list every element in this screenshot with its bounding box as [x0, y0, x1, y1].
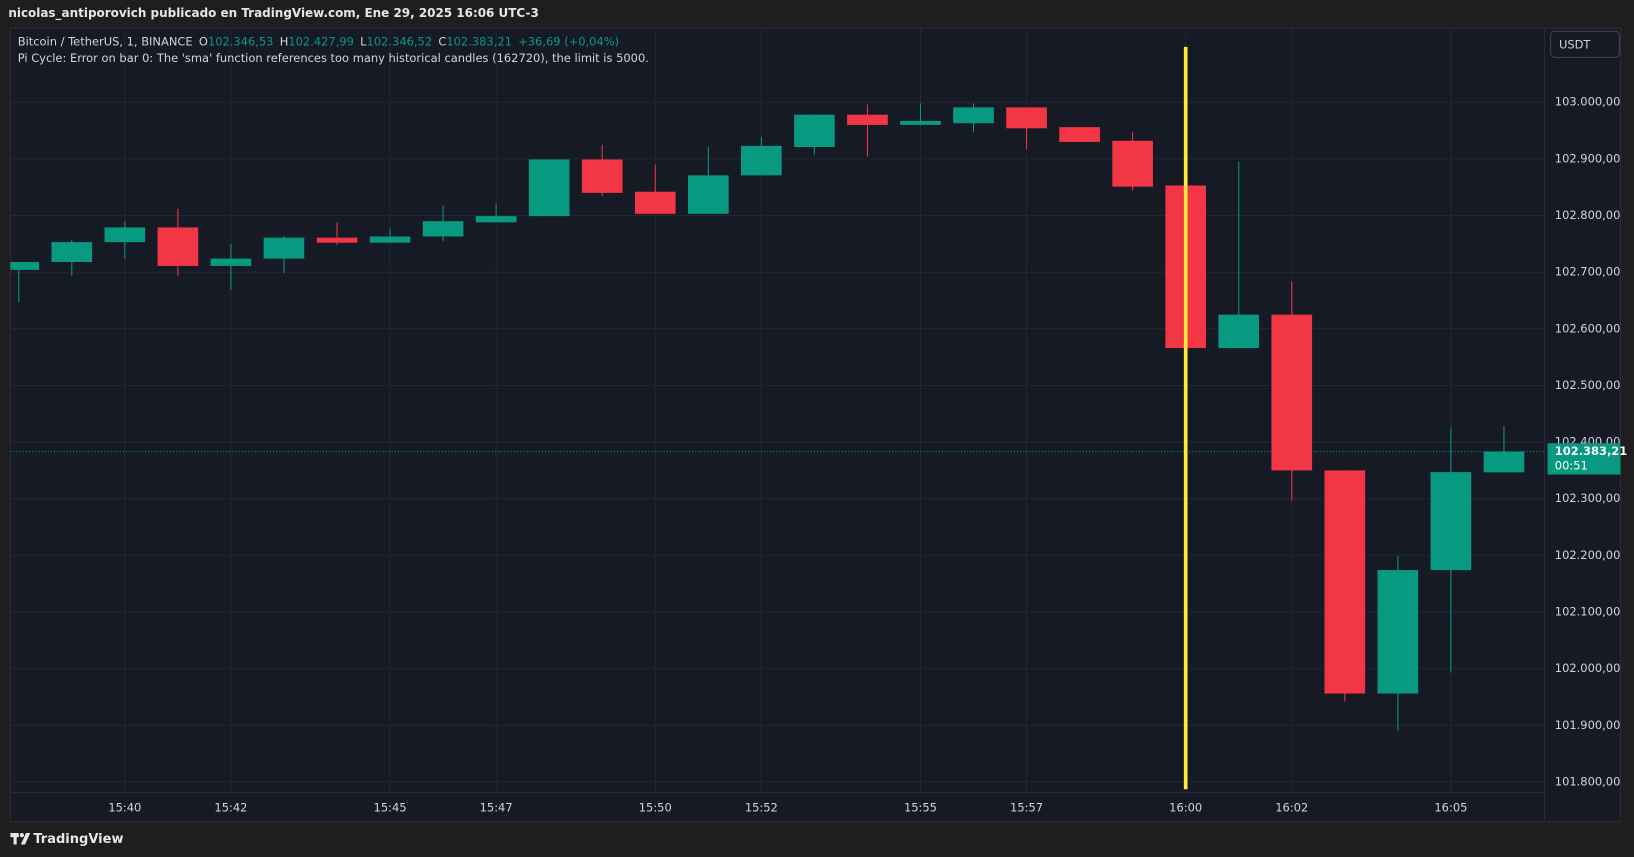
y-tick-label: 103.000,00 — [1555, 95, 1621, 109]
body — [634, 191, 676, 214]
body — [1006, 107, 1047, 129]
y-tick-label: 102.300,00 — [1555, 491, 1621, 505]
body — [369, 236, 411, 243]
ohlc-key: L — [360, 34, 367, 48]
body — [1059, 127, 1100, 142]
body — [1271, 314, 1313, 471]
y-tick-label: 102.700,00 — [1555, 265, 1621, 279]
body — [1483, 451, 1525, 473]
x-tick-label: 15:55 — [904, 800, 937, 814]
axes: 101.800,00 101.900,00 102.000,00 102.100,00… — [108, 95, 1627, 815]
x-tick-label: 16:05 — [1434, 800, 1467, 814]
ohlc: O102.346,53 H102.427,99 L102.346,52 C102.38… — [199, 34, 512, 48]
body — [51, 242, 93, 262]
ohlc-value: 102.346,52 — [367, 34, 433, 48]
body — [422, 221, 464, 237]
ohlc-key: C — [438, 34, 446, 48]
body — [581, 159, 623, 193]
ohlc-value: 102.346,53 — [208, 34, 274, 48]
ohlc-value: 102.383,21 — [446, 34, 512, 48]
body — [528, 159, 570, 217]
chart-panel — [9, 27, 1621, 823]
ohlc-value: 102.427,99 — [288, 34, 354, 48]
last-price-label: 102.383,21 — [1555, 444, 1627, 458]
change: +36,69 (+0,04%) — [518, 34, 619, 48]
legend: Bitcoin / TetherUS, 1, BINANCE O102.346,5… — [18, 34, 619, 48]
body — [104, 227, 146, 243]
publish-info: nicolas_antiporovich publicado en Tradin… — [8, 6, 538, 21]
y-tick-label: 102.000,00 — [1555, 661, 1621, 675]
body — [263, 237, 305, 259]
y-tick-label: 101.800,00 — [1555, 774, 1621, 788]
y-tick-label: 102.200,00 — [1555, 548, 1621, 562]
body — [741, 145, 782, 176]
body — [210, 258, 252, 266]
y-tick-label: 102.600,00 — [1555, 321, 1621, 335]
y-tick-label: 101.900,00 — [1555, 718, 1621, 732]
x-tick-label: 16:02 — [1275, 800, 1308, 814]
body — [1218, 314, 1260, 349]
x-tick-label: 15:52 — [745, 800, 778, 814]
symbol: Bitcoin / TetherUS, 1, BINANCE — [18, 34, 193, 48]
footer-brand: TradingView — [33, 832, 123, 847]
x-tick-label: 16:00 — [1169, 800, 1202, 814]
y-tick-label: 102.900,00 — [1555, 151, 1621, 165]
body — [794, 114, 835, 147]
body — [10, 261, 40, 270]
x-tick-label: 15:47 — [480, 800, 513, 814]
body — [900, 120, 941, 125]
body — [316, 237, 358, 243]
currency-button[interactable] — [1550, 30, 1620, 58]
body — [1430, 472, 1472, 571]
x-tick-label: 15:40 — [108, 800, 141, 814]
y-tick-label: 102.500,00 — [1555, 378, 1621, 392]
currency[interactable]: USDT — [1559, 37, 1591, 51]
body — [157, 227, 199, 266]
body — [475, 216, 517, 223]
x-tick-label: 15:45 — [374, 800, 407, 814]
x-tick-label: 15:50 — [639, 800, 672, 814]
ohlc-key: H — [280, 34, 289, 48]
body — [1377, 570, 1419, 694]
countdown: 00:51 — [1555, 459, 1588, 473]
x-tick-label: 15:57 — [1010, 800, 1043, 814]
candles — [10, 46, 1525, 790]
x-tick-label: 15:42 — [214, 800, 247, 814]
body — [1112, 140, 1153, 187]
footer-logo — [10, 833, 31, 845]
last-price-box — [1547, 443, 1621, 475]
body — [1324, 470, 1366, 694]
error-message: Pi Cycle: Error on bar 0: The 'sma' func… — [18, 51, 649, 65]
y-tick-label: 102.100,00 — [1555, 604, 1621, 618]
body — [687, 175, 729, 214]
ohlc-key: O — [199, 34, 208, 48]
body — [953, 107, 994, 124]
y-tick-label: 102.800,00 — [1555, 208, 1621, 222]
body — [847, 114, 888, 125]
